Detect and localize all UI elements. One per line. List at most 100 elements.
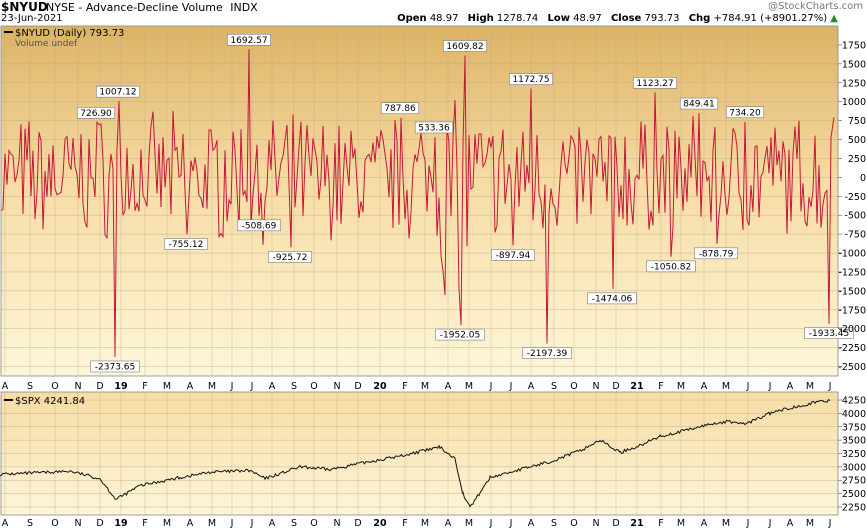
- nyud-x-tick-label: J: [746, 381, 750, 392]
- spx-x-tick-label: M: [163, 518, 171, 529]
- high-label: High: [467, 13, 494, 24]
- nyud-x-tick-label: J: [230, 381, 234, 392]
- spx-legend: $SPX 4241.84: [4, 396, 85, 407]
- nyud-x-tick-label: D: [354, 381, 361, 392]
- nyud-y-tick-label: 750: [848, 116, 866, 127]
- nyud-x-tick-label: A: [187, 381, 194, 392]
- annotation-label: -1474.06: [592, 294, 633, 304]
- annotation-box: [237, 219, 281, 232]
- annotation-label: 533.36: [418, 123, 450, 133]
- nyud-x-tick-label: J: [828, 381, 832, 392]
- symbol-label: $NYUD: [1, 0, 48, 14]
- annotation-box: [227, 34, 271, 46]
- annotation-label: -1050.82: [651, 262, 691, 272]
- spx-x-tick-label: J: [828, 518, 832, 529]
- spx-y-tick-label: 3250: [842, 449, 866, 460]
- annotation-label: -2373.65: [95, 362, 135, 372]
- spx-x-tick-label: F: [142, 518, 147, 529]
- annotation-box: [443, 40, 487, 52]
- spx-x-tick-label: 19: [114, 518, 127, 529]
- up-arrow-icon: ▲: [830, 13, 838, 24]
- spx-y-tick-label: 4250: [842, 396, 866, 407]
- spx-y-tick-label: 3500: [842, 436, 866, 447]
- nyud-x-tick-label: O: [51, 381, 58, 392]
- spx-y-tick-label: 4000: [842, 409, 866, 420]
- spx-legend-label: $SPX 4241.84: [15, 396, 85, 407]
- nyud-x-tick-label: S: [291, 381, 297, 392]
- nyud-y-tick-label: -2250: [838, 343, 866, 354]
- spx-series-line: [0, 399, 831, 508]
- annotation-box: [804, 327, 854, 339]
- nyud-x-tick-label: M: [421, 381, 429, 392]
- nyud-x-tick-label: J: [489, 381, 493, 392]
- annotation-box: [587, 292, 637, 305]
- close-label: Close: [610, 13, 642, 24]
- spx-x-tick-label: J: [768, 518, 772, 529]
- chg-value: +784.91 (+8901.27%): [713, 13, 828, 24]
- annotation-label: 734.20: [729, 108, 761, 118]
- nyud-x-tick-label: N: [74, 381, 81, 392]
- nyud-x-tick-label: J: [768, 381, 772, 392]
- spx-x-tick-label: A: [528, 518, 535, 529]
- spx-y-tick-label: 2500: [842, 489, 866, 500]
- spx-x-tick-label: 20: [373, 518, 387, 529]
- nyud-y-tick-label: 0: [860, 173, 866, 184]
- symbol-description: NYSE - Advance-Decline Volume INDX: [46, 1, 258, 14]
- spx-x-tick-label: N: [592, 518, 599, 529]
- spx-x-tick-label: J: [509, 518, 513, 529]
- nyud-x-tick-label: 21: [630, 381, 643, 392]
- annotation-label: 849.41: [683, 100, 715, 110]
- chg-label: Chg: [688, 13, 711, 24]
- high-value: 1278.74: [496, 13, 539, 24]
- spx-x-tick-label: J: [746, 518, 750, 529]
- annotation-label: -2197.39: [527, 349, 568, 359]
- spx-x-tick-label: M: [421, 518, 429, 529]
- nyud-x-tick-label: A: [445, 381, 452, 392]
- nyud-x-tick-label: A: [269, 381, 276, 392]
- spx-x-tick-label: N: [74, 518, 81, 529]
- nyud-x-tick-label: N: [333, 381, 340, 392]
- nyud-y-tick-label: 1000: [842, 97, 866, 108]
- nyud-x-tick-label: A: [528, 381, 535, 392]
- spx-x-tick-label: J: [250, 518, 254, 529]
- annotation-box: [164, 238, 208, 250]
- nyud-y-tick-label: -1250: [838, 267, 866, 278]
- annotation-box: [268, 251, 312, 263]
- spx-x-tick-label: A: [269, 518, 276, 529]
- annotation-label: -755.12: [169, 240, 204, 250]
- spx-x-tick-label: J: [489, 518, 493, 529]
- spx-y-tick-label: 2750: [842, 476, 866, 487]
- nyud-x-tick-label: M: [677, 381, 685, 392]
- spx-x-tick-label: O: [51, 518, 58, 529]
- description-text: NYSE - Advance-Decline Volume: [46, 1, 223, 14]
- low-label: Low: [547, 13, 570, 24]
- spx-x-tick-label: F: [658, 518, 663, 529]
- annotation-label: -508.69: [242, 221, 277, 231]
- nyud-y-tick-label: 1750: [842, 40, 866, 51]
- open-value: 48.97: [429, 13, 459, 24]
- spx-x-tick-label: D: [96, 518, 103, 529]
- nyud-y-tick-label: -2000: [838, 324, 866, 335]
- annotation-box: [509, 73, 553, 85]
- nyud-legend-label: $NYUD (Daily) 793.73: [15, 28, 124, 39]
- nyud-x-tick-label: S: [551, 381, 557, 392]
- nyud-y-tick-label: -1500: [838, 286, 866, 297]
- annotation-box: [633, 77, 677, 89]
- spx-x-tick-label: D: [354, 518, 361, 529]
- nyud-y-tick-label: -500: [844, 211, 866, 222]
- annotation-label: -897.94: [496, 251, 531, 261]
- annotation-box: [725, 106, 765, 119]
- spx-x-tick-label: O: [310, 518, 317, 529]
- annotation-label: 787.86: [384, 104, 416, 114]
- nyud-x-tick-label: M: [163, 381, 171, 392]
- annotation-label: -878.79: [699, 249, 734, 259]
- nyud-x-tick-label: D: [96, 381, 103, 392]
- price-stats: Open 48.97 High 1278.74 Low 48.97 Close …: [397, 13, 838, 24]
- spx-x-tick-label: M: [677, 518, 685, 529]
- nyud-x-tick-label: S: [27, 381, 33, 392]
- nyud-y-tick-label: -750: [844, 230, 866, 241]
- nyud-x-tick-label: J: [509, 381, 513, 392]
- nyud-x-axis: A S O N D 19 F M A M J J A S O N D 20 F M A M J J A S O N D 21 F M A M J J A…: [2, 381, 832, 392]
- annotation-label: 1609.82: [446, 42, 483, 52]
- open-label: Open: [397, 13, 427, 24]
